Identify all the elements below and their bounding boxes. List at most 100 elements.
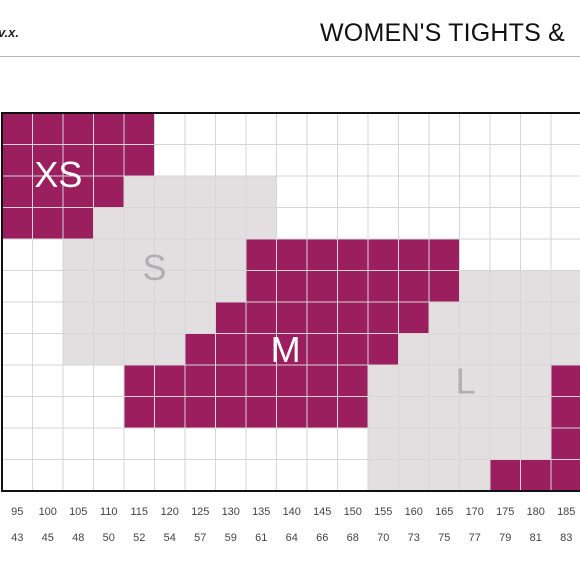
size-cell-s xyxy=(154,239,185,271)
weight-tick-label: 48 xyxy=(72,532,84,544)
size-cell-m xyxy=(215,333,246,365)
size-cell-l xyxy=(429,333,460,365)
size-cell-m xyxy=(307,302,338,334)
size-cell-l xyxy=(490,302,521,334)
height-tick-label: 130 xyxy=(222,506,240,518)
size-cell-xl xyxy=(551,365,580,397)
size-cell-s xyxy=(124,176,155,208)
size-label-m: M xyxy=(271,329,301,370)
size-cell-s xyxy=(215,239,246,271)
weight-tick-label: 83 xyxy=(560,532,572,544)
size-cell-l xyxy=(551,333,580,365)
size-cell-l xyxy=(490,270,521,302)
size-cell-s xyxy=(93,302,124,334)
size-cell-m xyxy=(398,302,429,334)
size-cell-l xyxy=(459,333,490,365)
size-cell-s xyxy=(185,239,216,271)
size-cell-l xyxy=(551,302,580,334)
size-cell-l xyxy=(490,396,521,428)
size-cell-l xyxy=(429,302,460,334)
height-tick-label: 175 xyxy=(496,506,514,518)
size-label-s: S xyxy=(142,247,166,288)
size-cell-s xyxy=(215,176,246,208)
size-cell-s xyxy=(63,333,94,365)
size-cell-m xyxy=(246,270,277,302)
size-cell-s xyxy=(246,207,277,239)
size-cell-m xyxy=(429,270,460,302)
size-cell-xs xyxy=(2,144,33,176)
header-divider xyxy=(0,56,580,57)
size-cell-l xyxy=(398,365,429,397)
size-cell-l xyxy=(520,428,551,460)
size-cell-m xyxy=(307,333,338,365)
size-cell-s xyxy=(93,207,124,239)
height-tick-label: 180 xyxy=(527,506,545,518)
size-cell-m xyxy=(337,396,368,428)
size-cell-s xyxy=(63,270,94,302)
size-cell-l xyxy=(520,270,551,302)
size-label-l: L xyxy=(456,360,476,401)
size-cell-m xyxy=(124,365,155,397)
size-cell-s xyxy=(154,302,185,334)
size-label-xs: XS xyxy=(34,154,82,195)
size-cell-l xyxy=(520,302,551,334)
weight-tick-label: 64 xyxy=(286,532,298,544)
size-cell-s xyxy=(185,302,216,334)
size-cell-m xyxy=(307,239,338,271)
size-cell-m xyxy=(185,333,216,365)
size-cell-m xyxy=(154,396,185,428)
height-tick-label: 160 xyxy=(405,506,423,518)
size-cell-s xyxy=(93,333,124,365)
size-cell-xl xyxy=(551,396,580,428)
height-tick-label: 135 xyxy=(252,506,270,518)
size-cell-m xyxy=(307,365,338,397)
weight-tick-label: 68 xyxy=(347,532,359,544)
chart-border xyxy=(1,112,580,492)
size-cell-l xyxy=(459,302,490,334)
weight-tick-label: 45 xyxy=(42,532,54,544)
size-cell-xl xyxy=(490,459,521,491)
size-cell-m xyxy=(276,239,307,271)
size-cell-m xyxy=(185,365,216,397)
height-tick-label: 100 xyxy=(39,506,57,518)
size-cell-xs xyxy=(63,144,94,176)
size-cell-m xyxy=(368,239,399,271)
size-cells xyxy=(2,113,580,491)
size-cell-m xyxy=(307,396,338,428)
size-cell-l xyxy=(398,459,429,491)
height-tick-label: 140 xyxy=(283,506,301,518)
size-cell-m xyxy=(246,239,277,271)
weight-tick-label: 50 xyxy=(103,532,115,544)
brand-logo: v.x. xyxy=(0,25,19,40)
size-cell-l xyxy=(459,365,490,397)
size-cell-l xyxy=(398,428,429,460)
height-tick-label: 185 xyxy=(557,506,575,518)
size-cell-m xyxy=(246,302,277,334)
size-cell-l xyxy=(459,396,490,428)
size-cell-s xyxy=(124,207,155,239)
size-cell-xs xyxy=(63,176,94,208)
size-cell-m xyxy=(337,365,368,397)
size-cell-l xyxy=(429,428,460,460)
size-cell-m xyxy=(307,270,338,302)
size-cell-l xyxy=(520,333,551,365)
size-cell-s xyxy=(63,302,94,334)
height-tick-label: 105 xyxy=(69,506,87,518)
size-cell-xs xyxy=(2,113,33,145)
size-cell-l xyxy=(551,270,580,302)
size-cell-s xyxy=(93,270,124,302)
size-cell-l xyxy=(429,365,460,397)
size-cell-l xyxy=(398,333,429,365)
weight-tick-label: 52 xyxy=(133,532,145,544)
weight-tick-label: 66 xyxy=(316,532,328,544)
size-cell-s xyxy=(154,333,185,365)
size-cell-m xyxy=(337,270,368,302)
height-tick-label: 95 xyxy=(11,506,23,518)
size-cell-m xyxy=(276,270,307,302)
size-cell-s xyxy=(124,239,155,271)
weight-tick-label: 70 xyxy=(377,532,389,544)
size-cell-l xyxy=(490,365,521,397)
size-cell-m xyxy=(337,239,368,271)
